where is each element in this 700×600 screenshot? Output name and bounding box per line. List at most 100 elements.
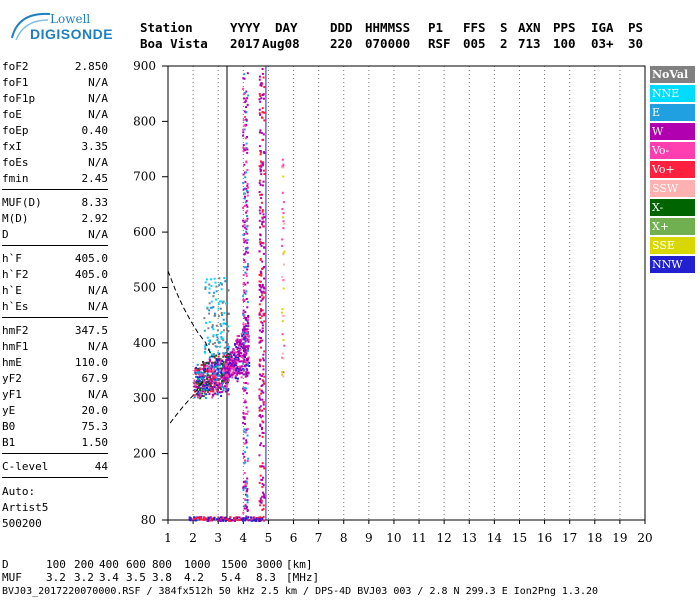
trace-point (247, 321, 249, 324)
trace-point (222, 519, 225, 521)
trace-point (238, 339, 241, 342)
trace-point (246, 151, 249, 154)
trace-point (229, 369, 232, 372)
muf-value: 4.2 (184, 571, 204, 584)
trace-point (262, 162, 265, 165)
trace-point (236, 367, 239, 370)
trace-point (202, 375, 205, 378)
trace-point (210, 353, 213, 356)
trace-point (242, 283, 245, 286)
trace-point (198, 376, 201, 379)
trace-point (202, 379, 205, 382)
trace-point (203, 317, 206, 320)
param-row: h`F2 405.0 (2, 268, 108, 284)
trace-point (200, 516, 203, 519)
trace-point (259, 519, 262, 522)
trace-point (227, 378, 230, 381)
trace-point (210, 519, 213, 522)
trace-point (261, 426, 263, 429)
trace-point (242, 518, 245, 521)
separator (2, 477, 108, 478)
trace-point (250, 516, 253, 519)
param-name: foF2 (2, 60, 29, 73)
trace-point (226, 361, 229, 363)
trace-point (246, 344, 249, 347)
trace-point (239, 341, 242, 344)
x-tick-label: 4 (239, 531, 247, 545)
trace-point (221, 337, 224, 340)
trace-point (201, 379, 204, 382)
trace-point (238, 355, 241, 357)
param-name: foF1 (2, 76, 29, 89)
param-row: M(D) 2.92 (2, 212, 108, 228)
trace-point (227, 356, 230, 359)
trace-point (244, 147, 247, 150)
trace-point (245, 370, 248, 373)
param-value: N/A (88, 340, 108, 353)
trace-point (258, 78, 261, 81)
trace-point (200, 364, 203, 367)
trace-point (243, 358, 246, 361)
trace-point (258, 373, 261, 376)
trace-point (281, 320, 284, 323)
trace-point (218, 517, 221, 520)
trace-point (281, 165, 284, 168)
trace-point (215, 324, 218, 327)
trace-point (230, 362, 233, 365)
trace-point (244, 459, 246, 462)
trace-point (219, 375, 222, 378)
trace-point (239, 348, 242, 351)
trace-point (246, 224, 249, 227)
trace-point (239, 366, 242, 369)
trace-point (231, 366, 234, 369)
trace-point (240, 365, 243, 368)
trace-point (230, 367, 233, 370)
trace-point (224, 373, 227, 376)
trace-point (219, 385, 222, 388)
trace-point (214, 372, 217, 375)
trace-point (222, 377, 225, 380)
trace-point (229, 516, 232, 519)
trace-point (237, 341, 240, 344)
trace-point (225, 358, 228, 361)
trace-point (245, 428, 248, 431)
trace-point (246, 136, 248, 138)
trace-point (244, 332, 247, 335)
trace-point (233, 358, 236, 361)
trace-point (197, 378, 200, 381)
trace-point (219, 307, 222, 310)
trace-point (226, 366, 229, 369)
trace-point (210, 386, 213, 389)
header-label: S (500, 20, 508, 35)
trace-point (259, 519, 262, 522)
trace-point (221, 381, 223, 384)
trace-point (259, 359, 262, 361)
trace-point (234, 370, 237, 372)
muf-d-unit: [km] (286, 558, 313, 571)
trace-point (221, 283, 223, 286)
trace-point (238, 519, 241, 522)
trace-point (244, 171, 246, 174)
trace-point (247, 344, 250, 347)
trace-point (259, 234, 262, 237)
param-value: N/A (88, 92, 108, 105)
trace-point (215, 381, 218, 384)
trace-point (245, 124, 248, 126)
trace-point (232, 365, 235, 368)
trace-point (242, 519, 245, 522)
trace-point (210, 382, 213, 385)
trace-point (246, 482, 248, 485)
trace-point (247, 519, 250, 522)
trace-point (247, 347, 250, 350)
trace-point (247, 334, 250, 337)
trace-point (227, 289, 230, 292)
trace-point (225, 374, 228, 377)
param-name: fxI (2, 140, 22, 153)
trace-point (220, 330, 223, 333)
trace-point (244, 399, 247, 402)
trace-point (226, 372, 229, 375)
trace-point (242, 411, 245, 414)
trace-point (222, 365, 225, 368)
trace-point (206, 307, 209, 310)
trace-point (199, 393, 202, 396)
